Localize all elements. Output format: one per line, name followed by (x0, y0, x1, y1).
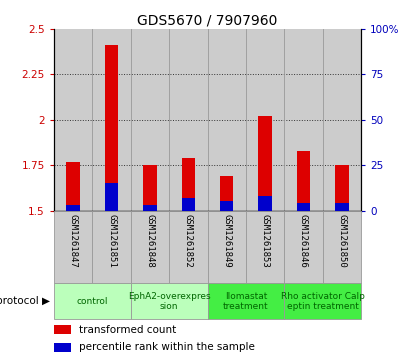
Bar (259, 116, 272, 211)
Bar (208, 283, 284, 319)
Text: Rho activator Calp
eptin treatment: Rho activator Calp eptin treatment (281, 291, 365, 311)
Bar (284, 29, 323, 211)
Bar (335, 165, 349, 211)
Bar (66, 162, 80, 211)
Bar (182, 158, 195, 211)
Bar (297, 203, 310, 211)
Text: EphA2-overexpres
sion: EphA2-overexpres sion (128, 291, 210, 311)
Bar (54, 283, 131, 319)
Bar (105, 183, 118, 211)
Title: GDS5670 / 7907960: GDS5670 / 7907960 (137, 14, 278, 28)
Bar (246, 29, 284, 211)
Text: transformed count: transformed count (79, 325, 176, 335)
Bar (220, 176, 233, 211)
Bar (54, 343, 71, 352)
Bar (54, 326, 71, 334)
Text: GSM1261850: GSM1261850 (337, 214, 347, 268)
Text: GSM1261852: GSM1261852 (184, 214, 193, 268)
Text: GSM1261848: GSM1261848 (145, 214, 154, 268)
Text: control: control (77, 297, 108, 306)
Bar (66, 205, 80, 211)
Text: GSM1261849: GSM1261849 (222, 214, 231, 268)
Text: GSM1261847: GSM1261847 (68, 214, 78, 268)
Text: GSM1261853: GSM1261853 (261, 214, 270, 268)
Bar (220, 201, 233, 211)
Bar (208, 211, 246, 283)
Bar (105, 45, 118, 211)
Bar (323, 29, 361, 211)
Text: Ilomastat
treatment: Ilomastat treatment (223, 291, 269, 311)
Bar (284, 211, 323, 283)
Text: GSM1261851: GSM1261851 (107, 214, 116, 268)
Bar (323, 211, 361, 283)
Bar (284, 283, 361, 319)
Bar (131, 29, 169, 211)
Bar (246, 211, 284, 283)
Bar (93, 29, 131, 211)
Bar (169, 29, 208, 211)
Bar (169, 211, 208, 283)
Bar (182, 198, 195, 211)
Bar (93, 211, 131, 283)
Bar (54, 29, 92, 211)
Bar (131, 211, 169, 283)
Bar (131, 283, 208, 319)
Bar (335, 203, 349, 211)
Bar (143, 165, 156, 211)
Text: GSM1261846: GSM1261846 (299, 214, 308, 268)
Text: protocol ▶: protocol ▶ (0, 296, 50, 306)
Bar (143, 205, 156, 211)
Bar (208, 29, 246, 211)
Text: percentile rank within the sample: percentile rank within the sample (79, 342, 255, 352)
Bar (54, 211, 92, 283)
Bar (297, 151, 310, 211)
Bar (259, 196, 272, 211)
